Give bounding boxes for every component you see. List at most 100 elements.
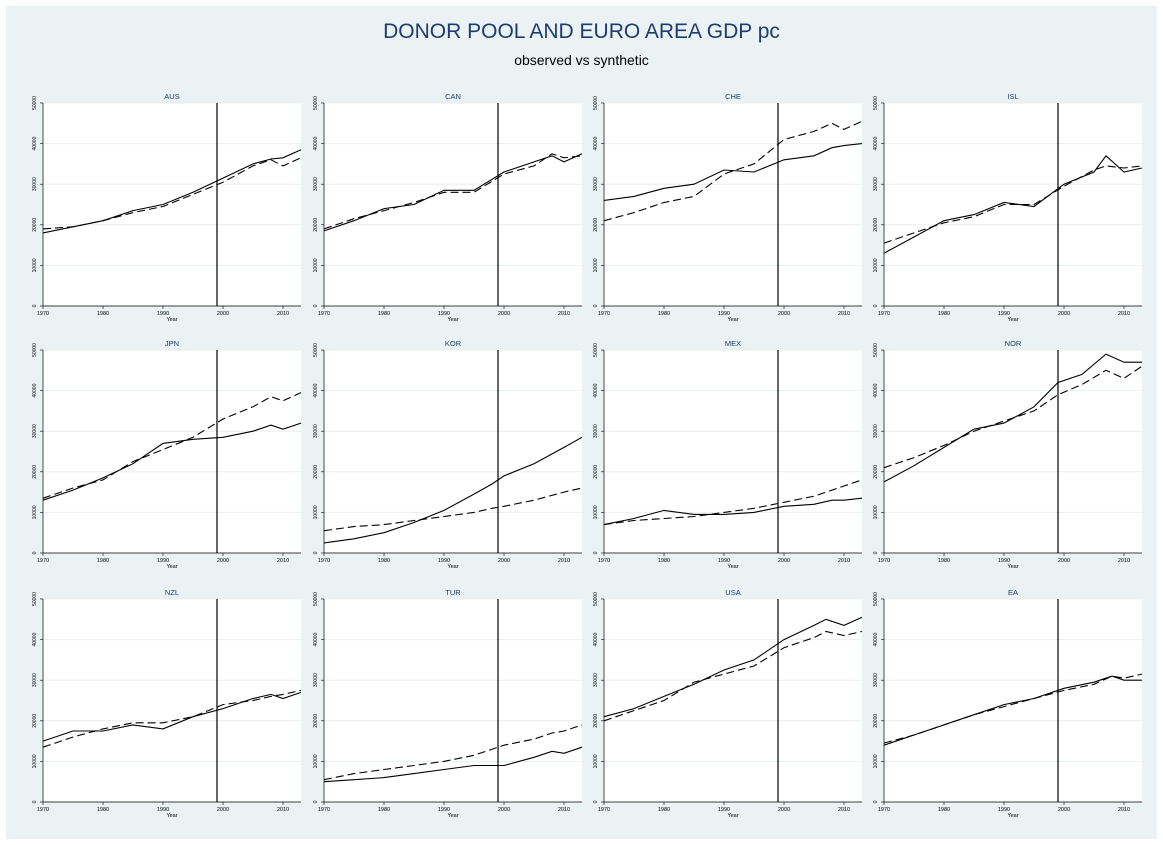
x-tick-label: 2010 — [838, 311, 850, 317]
x-tick-label: 2000 — [498, 558, 510, 564]
x-tick-label: 1970 — [37, 558, 49, 564]
x-tick-label: 1980 — [938, 807, 950, 813]
y-tick-label: 10000 — [593, 258, 599, 272]
y-tick-label: 10000 — [32, 505, 38, 519]
x-tick-label: 1970 — [318, 558, 330, 564]
plot-area — [43, 350, 301, 553]
panel-title: AUS — [164, 92, 179, 101]
y-tick-label: 50000 — [313, 592, 319, 606]
y-tick-label: 10000 — [32, 258, 38, 272]
x-tick-label: 1980 — [97, 558, 109, 564]
panel-title: NOR — [1005, 339, 1022, 348]
x-tick-label: 2000 — [498, 807, 510, 813]
y-tick-label: 30000 — [873, 177, 879, 191]
observed-line — [42, 422, 302, 501]
panel-nor: 0 10000 20000 30000 40000 50000 1970 1980 1990 20… — [873, 339, 1143, 570]
x-tick-label: 1990 — [718, 558, 730, 564]
synthetic-line — [323, 487, 583, 532]
plot-area — [324, 103, 582, 306]
x-tick-label: 1990 — [157, 311, 169, 317]
y-tick-label: 10000 — [32, 754, 38, 768]
y-tick-label: 20000 — [313, 465, 319, 479]
panel-ea: 0 10000 20000 30000 40000 50000 1970 1980 1990 20… — [873, 588, 1143, 819]
y-tick-label: 10000 — [593, 505, 599, 519]
panel-title: EA — [1008, 588, 1018, 597]
x-axis-label: Year — [1007, 564, 1018, 570]
panel-usa: 0 10000 20000 30000 40000 50000 1970 1980 1990 20… — [593, 588, 863, 819]
x-axis-label: Year — [1007, 813, 1018, 819]
x-tick-label: 1990 — [718, 807, 730, 813]
y-tick-label: 50000 — [32, 96, 38, 110]
y-tick-label: 50000 — [32, 343, 38, 357]
x-tick-label: 1980 — [378, 558, 390, 564]
x-tick-label: 2010 — [558, 311, 570, 317]
x-tick-label: 1980 — [378, 311, 390, 317]
y-tick-label: 30000 — [313, 177, 319, 191]
plot-area — [884, 350, 1142, 553]
y-tick-label: 0 — [593, 304, 599, 307]
x-tick-label: 2010 — [1118, 311, 1130, 317]
x-axis-label: Year — [1007, 317, 1018, 323]
panel-title: USA — [725, 588, 740, 597]
plot-area — [604, 103, 862, 306]
y-tick-label: 50000 — [313, 96, 319, 110]
synthetic-line — [42, 392, 302, 499]
plot-area — [604, 599, 862, 802]
y-tick-label: 20000 — [593, 714, 599, 728]
x-tick-label: 1990 — [438, 558, 450, 564]
observed-line — [603, 143, 863, 201]
plot-area — [43, 103, 301, 306]
synthetic-line — [323, 153, 583, 230]
y-tick-label: 20000 — [873, 218, 879, 232]
plot-area — [324, 350, 582, 553]
x-axis-label: Year — [727, 813, 738, 819]
y-tick-label: 30000 — [593, 424, 599, 438]
y-tick-label: 50000 — [593, 343, 599, 357]
y-tick-label: 10000 — [873, 258, 879, 272]
panel-mex: 0 10000 20000 30000 40000 50000 1970 1980 1990 20… — [593, 339, 863, 570]
synthetic-line — [883, 165, 1143, 244]
x-tick-label: 1970 — [37, 807, 49, 813]
y-tick-label: 0 — [873, 800, 879, 803]
x-tick-label: 1980 — [938, 311, 950, 317]
panel-can: 0 10000 20000 30000 40000 50000 1970 1980 1990 20… — [313, 92, 583, 323]
y-tick-label: 30000 — [313, 673, 319, 687]
y-tick-label: 30000 — [873, 424, 879, 438]
x-tick-label: 1970 — [318, 311, 330, 317]
x-tick-label: 1980 — [378, 807, 390, 813]
x-tick-label: 2010 — [838, 807, 850, 813]
y-tick-label: 10000 — [313, 505, 319, 519]
x-tick-label: 2000 — [217, 807, 229, 813]
observed-line — [883, 353, 1142, 483]
y-tick-label: 40000 — [313, 383, 319, 397]
chart-subtitle: observed vs synthetic — [514, 52, 649, 68]
y-tick-label: 50000 — [873, 592, 879, 606]
panel-title: NZL — [165, 588, 179, 597]
x-tick-label: 2010 — [558, 558, 570, 564]
panel-tur: 0 10000 20000 30000 40000 50000 1970 1980 1990 20… — [313, 588, 583, 819]
x-tick-label: 2010 — [1118, 807, 1130, 813]
panel-title: MEX — [725, 339, 741, 348]
panel-title: CHE — [725, 92, 741, 101]
y-tick-label: 0 — [313, 551, 319, 554]
synthetic-line — [883, 365, 1143, 469]
x-tick-label: 2010 — [1118, 558, 1130, 564]
y-tick-label: 20000 — [873, 465, 879, 479]
x-tick-label: 1990 — [998, 807, 1010, 813]
synthetic-line — [883, 673, 1143, 744]
synthetic-line — [603, 479, 863, 526]
y-tick-label: 30000 — [32, 424, 38, 438]
x-axis-label: Year — [447, 564, 458, 570]
y-tick-label: 30000 — [593, 673, 599, 687]
x-tick-label: 1980 — [658, 558, 670, 564]
y-tick-label: 50000 — [873, 96, 879, 110]
x-tick-label: 1990 — [998, 558, 1010, 564]
x-tick-label: 1990 — [718, 311, 730, 317]
x-tick-label: 1990 — [998, 311, 1010, 317]
panel-che: 0 10000 20000 30000 40000 50000 1970 1980 1990 20… — [593, 92, 863, 323]
panel-title: JPN — [165, 339, 179, 348]
x-tick-label: 2000 — [778, 558, 790, 564]
plot-area — [604, 350, 862, 553]
x-tick-label: 1980 — [97, 807, 109, 813]
